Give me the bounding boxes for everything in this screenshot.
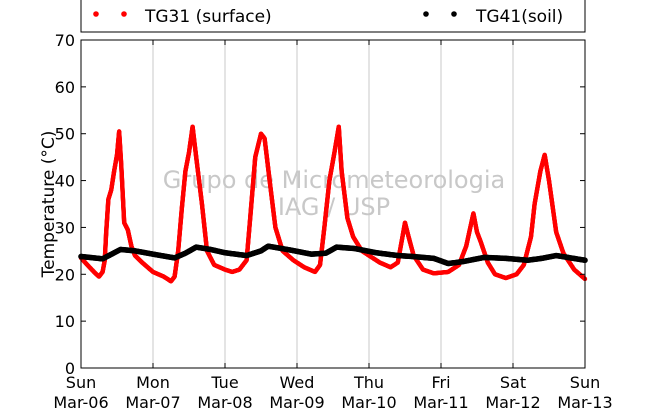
x-tick-label-day: Tue [210,373,238,392]
legend-marker-surface [93,11,99,17]
x-tick-label-date: Mar-11 [413,393,468,409]
series-soil [78,243,588,267]
x-tick-label-date: Mar-07 [125,393,180,409]
x-tick-label-date: Mar-09 [269,393,324,409]
vertical-grid [152,40,514,368]
legend-label-soil: TG41(soil) [475,7,563,27]
series-surface [78,124,588,284]
series-layer [78,124,588,284]
x-tick-label-date: Mar-08 [197,393,252,409]
x-tick-label-date: Mar-10 [341,393,396,409]
legend-marker-soil [451,11,457,17]
legend-marker-soil [423,11,429,17]
x-tick-label-day: Fri [431,373,450,392]
x-tick-label-date: Mar-13 [557,393,612,409]
legend-marker-surface [121,11,127,17]
watermark-line-2: IAG / USP [278,193,390,221]
x-tick-label-day: Sun [570,373,600,392]
x-tick-label-date: Mar-12 [485,393,540,409]
y-tick-label: 0 [65,359,75,378]
y-axis-label: Temperature (°C) [39,131,59,279]
y-tick-label: 70 [55,31,75,50]
legend-label-surface: TG31 (surface) [144,7,272,27]
legend: TG31 (surface) TG41(soil) [80,0,586,33]
y-tick-label: 60 [55,78,75,97]
watermark: Grupo de Micrometeorologia IAG / USP [163,166,505,221]
x-tick-label-day: Mon [136,373,170,392]
watermark-line-1: Grupo de Micrometeorologia [163,166,505,194]
x-tick-label-day: Wed [280,373,315,392]
x-tick-label-day: Thu [353,373,384,392]
y-tick-label: 10 [55,312,75,331]
x-tick-label-day: Sat [500,373,526,392]
x-tick-label-date: Mar-06 [53,393,108,409]
